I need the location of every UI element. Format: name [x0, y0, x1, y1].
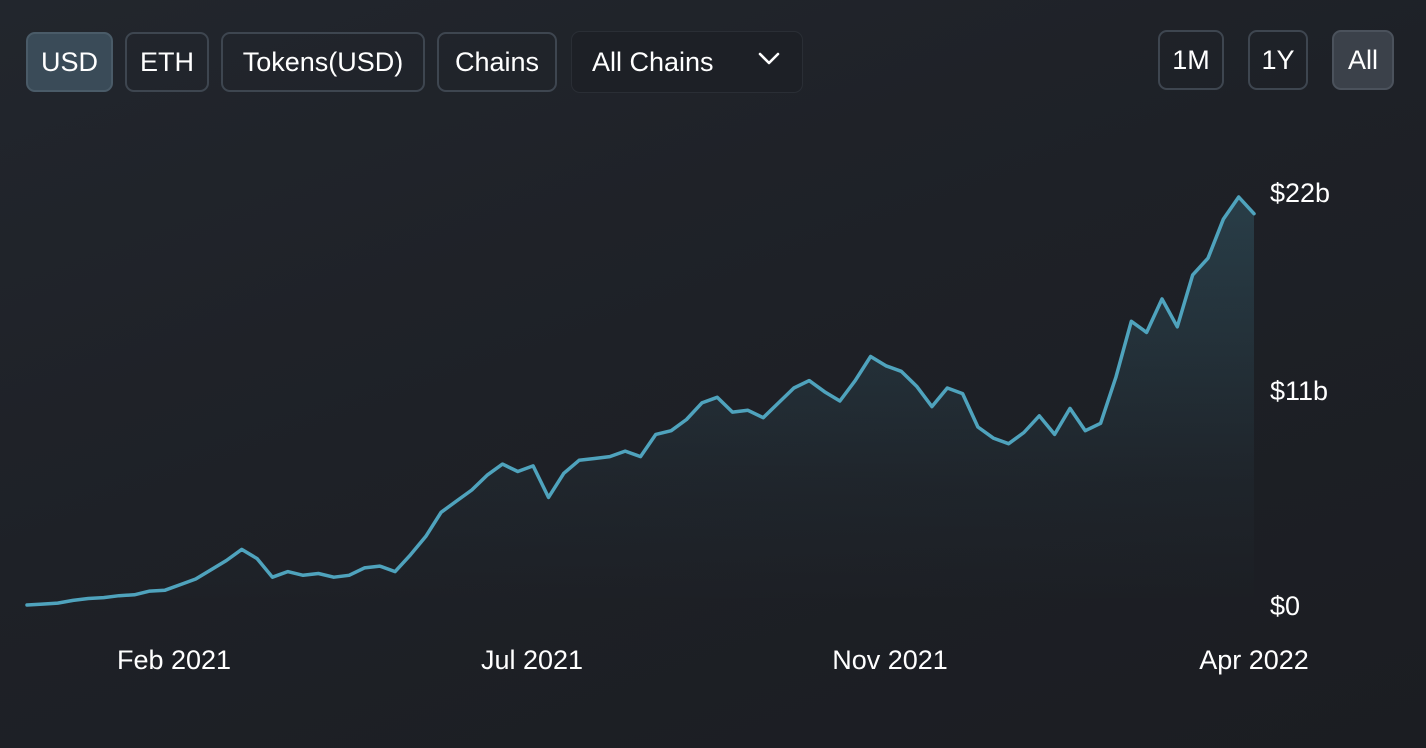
- chain-select-value: All Chains: [592, 46, 714, 77]
- chevron-down-icon: [758, 52, 780, 65]
- x-tick-label: Nov 2021: [832, 645, 948, 675]
- range-1m-button[interactable]: 1M: [1158, 30, 1224, 90]
- y-tick-label: $0: [1270, 591, 1300, 621]
- chains-button[interactable]: Chains: [437, 32, 557, 92]
- range-all-button[interactable]: All: [1332, 30, 1394, 90]
- y-tick-label: $11b: [1270, 376, 1328, 406]
- chart-toolbar: USD ETH Tokens(USD) Chains All Chains 1M…: [26, 30, 1394, 95]
- tokens-usd-button[interactable]: Tokens(USD): [221, 32, 425, 92]
- x-tick-label: Feb 2021: [117, 645, 231, 675]
- chain-select[interactable]: All Chains: [571, 31, 803, 93]
- x-tick-label: Jul 2021: [481, 645, 583, 675]
- series-line: [25, 195, 1256, 607]
- range-1y-button[interactable]: 1Y: [1248, 30, 1308, 90]
- y-tick-label: $22b: [1270, 178, 1330, 208]
- area-fill: [27, 197, 1254, 605]
- eth-button[interactable]: ETH: [125, 32, 209, 92]
- usd-button[interactable]: USD: [26, 32, 113, 92]
- x-tick-label: Apr 2022: [1199, 645, 1309, 675]
